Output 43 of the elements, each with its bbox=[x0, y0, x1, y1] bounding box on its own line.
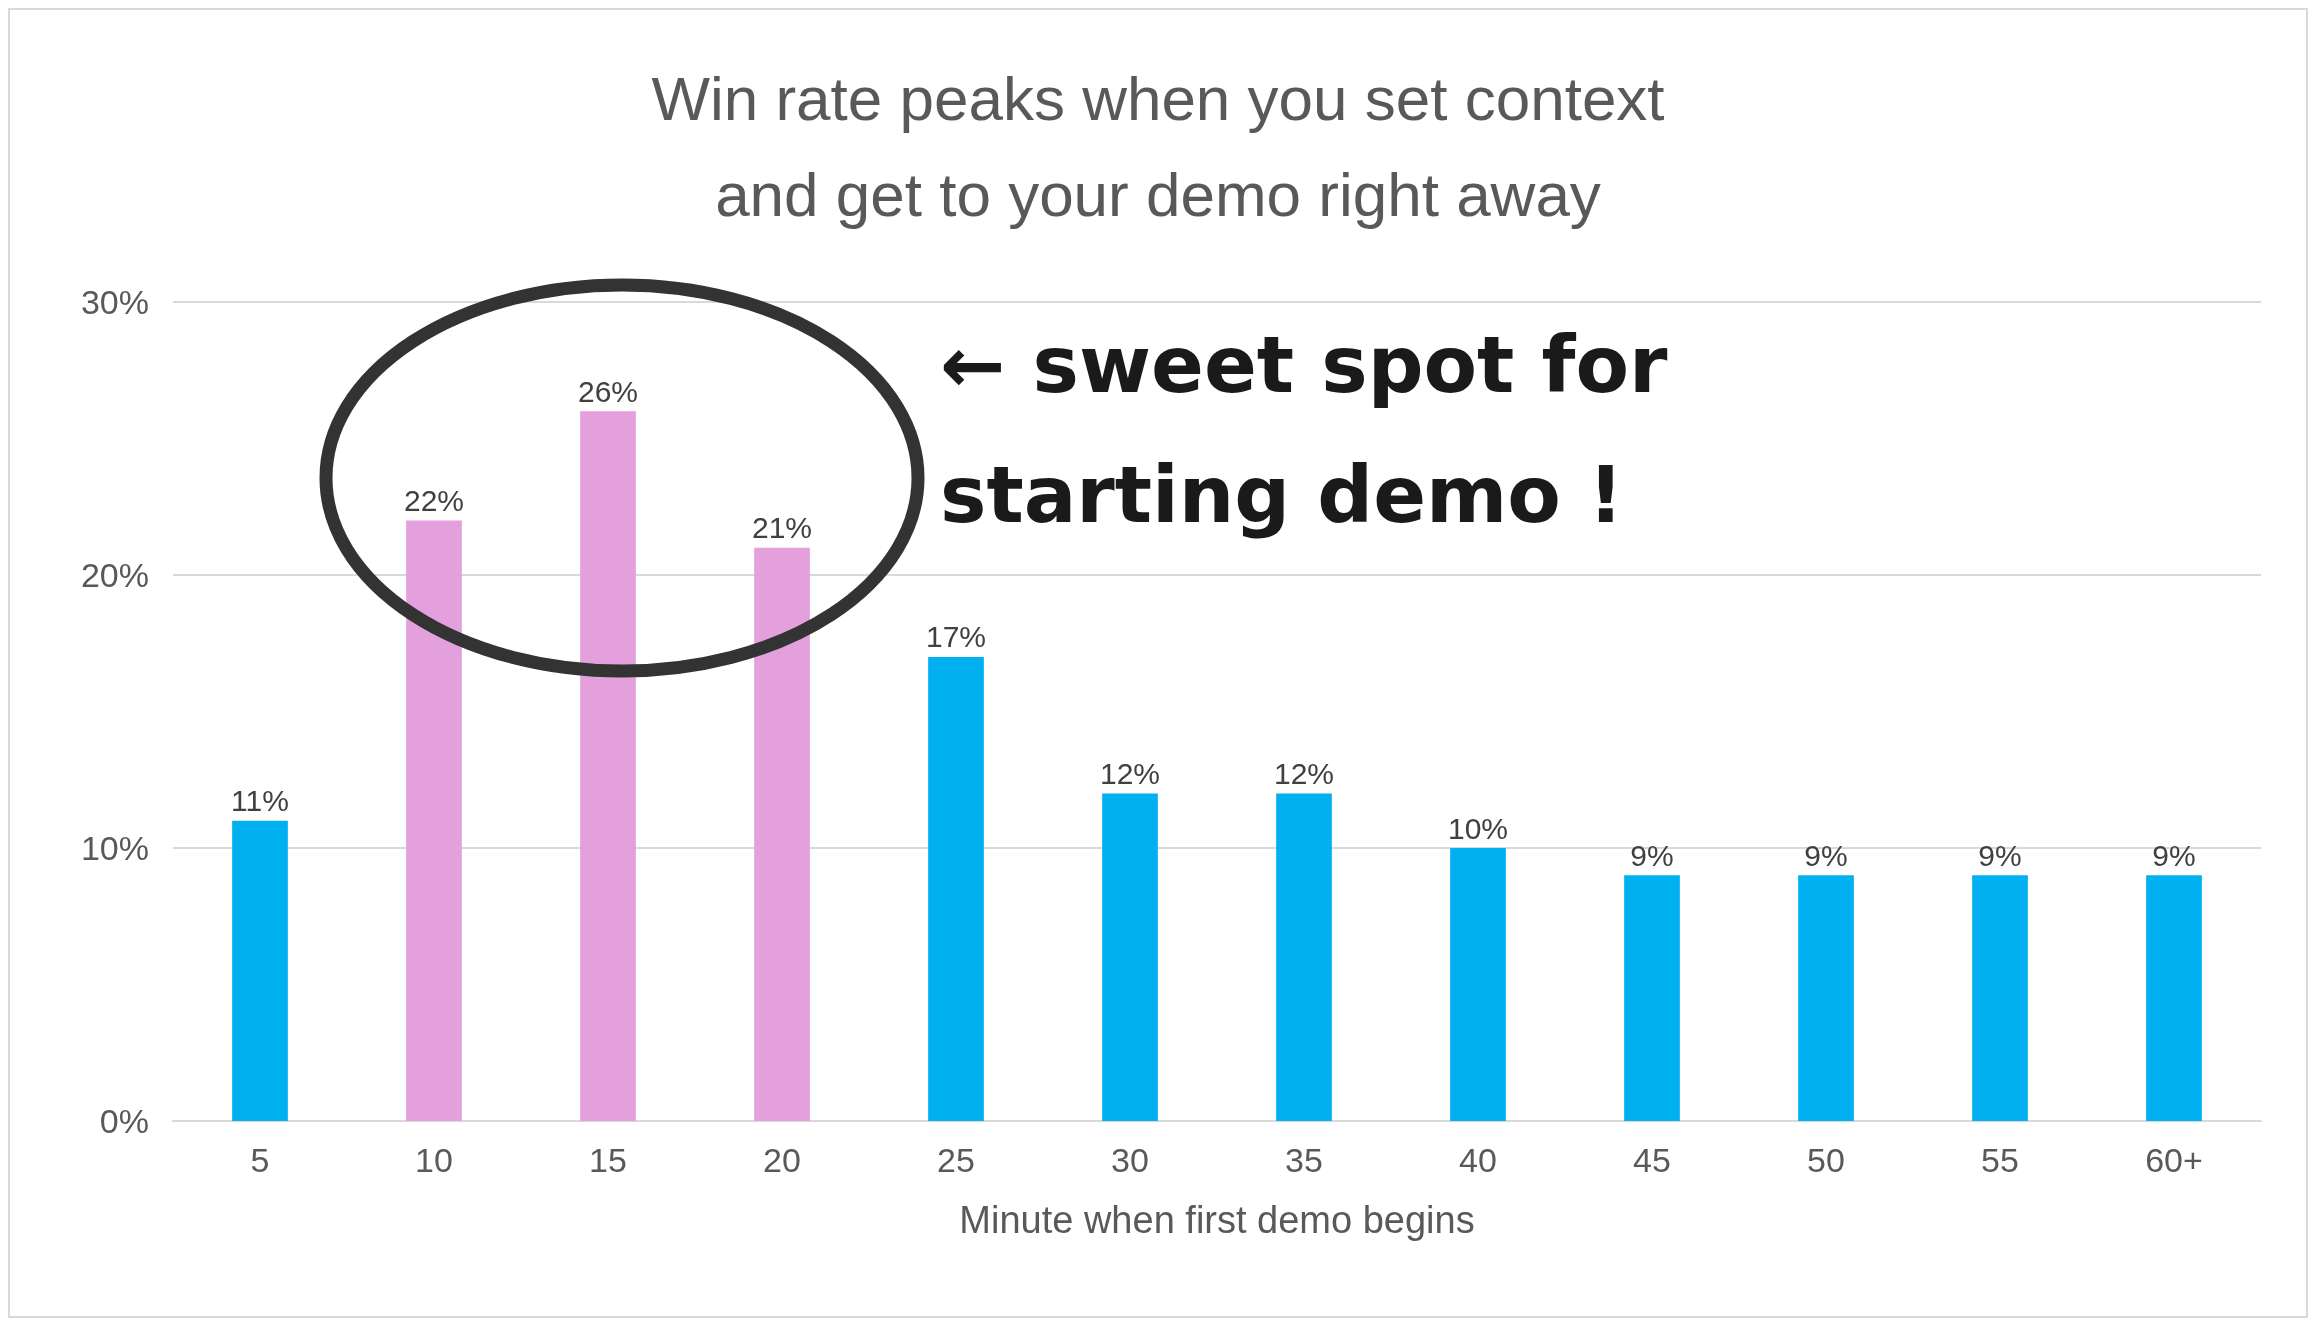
data-label: 9% bbox=[1978, 838, 2022, 872]
x-tick-label: 25 bbox=[937, 1141, 975, 1179]
data-label: 9% bbox=[1804, 838, 1848, 872]
bar bbox=[2146, 875, 2202, 1121]
data-label: 26% bbox=[577, 374, 639, 408]
y-tick-label: 0% bbox=[99, 1102, 149, 1140]
bar bbox=[1972, 875, 2028, 1121]
bar bbox=[1276, 793, 1332, 1121]
bar bbox=[1450, 848, 1506, 1121]
x-tick-label: 50 bbox=[1807, 1141, 1845, 1179]
x-tick-label: 40 bbox=[1459, 1141, 1497, 1179]
x-tick-label: 60+ bbox=[2145, 1141, 2203, 1179]
x-tick-label: 10 bbox=[415, 1141, 453, 1179]
x-tick-label: 30 bbox=[1111, 1141, 1149, 1179]
y-tick-label: 30% bbox=[80, 283, 149, 321]
bar bbox=[1102, 793, 1158, 1121]
data-label: 11% bbox=[231, 784, 289, 818]
x-tick-label: 20 bbox=[763, 1141, 801, 1179]
data-label: 9% bbox=[2152, 838, 2196, 872]
bar bbox=[1624, 875, 1680, 1121]
bar bbox=[754, 547, 810, 1121]
annotation: ← sweet spot for starting demo ! bbox=[940, 320, 1669, 540]
chart-title: Win rate peaks when you set context and get to your demo right away bbox=[651, 63, 1665, 229]
bar bbox=[928, 656, 984, 1121]
x-tick-label: 5 bbox=[250, 1141, 270, 1179]
bar bbox=[406, 520, 462, 1121]
data-label: 10% bbox=[1447, 811, 1509, 845]
data-label: 22% bbox=[403, 483, 465, 517]
data-label: 12% bbox=[1273, 756, 1335, 790]
x-axis-title: Minute when first demo begins bbox=[959, 1199, 1475, 1241]
data-label: 9% bbox=[1630, 838, 1674, 872]
y-tick-label: 10% bbox=[80, 829, 149, 867]
x-tick-label: 15 bbox=[589, 1141, 627, 1179]
bar bbox=[580, 411, 636, 1121]
bar bbox=[1798, 875, 1854, 1121]
x-tick-label: 45 bbox=[1633, 1141, 1671, 1179]
x-tick-label: 55 bbox=[1981, 1141, 2019, 1179]
x-tick-label: 35 bbox=[1285, 1141, 1323, 1179]
y-tick-label: 20% bbox=[80, 556, 149, 594]
data-label: 12% bbox=[1099, 756, 1161, 790]
data-label: 17% bbox=[925, 620, 987, 654]
data-label: 21% bbox=[751, 511, 813, 545]
bar bbox=[232, 820, 288, 1121]
